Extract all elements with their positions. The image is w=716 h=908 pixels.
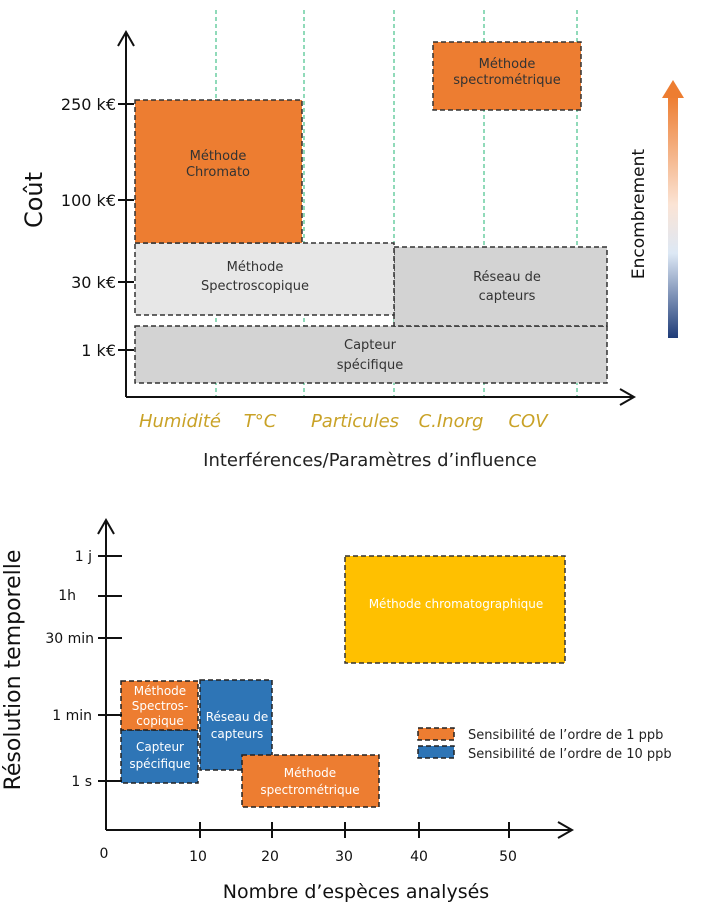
- bottom-xtick-label-10: 10: [189, 849, 207, 865]
- gradient-arrowhead: [662, 80, 684, 98]
- bottom-y-axis-label: Résolution temporelle: [1, 550, 26, 791]
- label-specifique-2: spécifique: [337, 358, 403, 373]
- top-xcat-particules: Particules: [311, 411, 399, 432]
- bottom-xtick-label-30: 30: [335, 849, 353, 865]
- box-reseau-capteurs: [393, 246, 608, 327]
- bottom-axes: [97, 517, 575, 839]
- label-spectrometrique-top-1: Méthode: [479, 57, 536, 72]
- box-methode-spectroscopique: [134, 242, 395, 316]
- bottom-x-arrow: [557, 821, 575, 839]
- box-methode-spectroscopique-bottom: [120, 680, 199, 731]
- top-ytick-30: 30 k€: [71, 273, 116, 292]
- label-reseau-bottom-1: Réseau de: [206, 710, 269, 724]
- legend-label-10ppb: Sensibilité de l’ordre de 10 ppb: [468, 747, 672, 762]
- label-reseau-bottom-2: capteurs: [211, 727, 263, 741]
- legend-swatch-10ppb: [417, 745, 455, 759]
- bottom-ytick-label-1j: 1 j: [75, 549, 92, 565]
- top-ytick-1: 1 k€: [81, 341, 116, 360]
- label-spectro-bottom-2: Spectros-: [132, 699, 189, 713]
- bottom-xtick-label-40: 40: [410, 849, 428, 865]
- label-spectrometrique-bottom-1: Méthode: [284, 766, 336, 780]
- bottom-y-arrow: [97, 517, 115, 535]
- gradient-label: Encombrement: [629, 149, 649, 279]
- legend-label-1ppb: Sensibilité de l’ordre de 1 ppb: [468, 728, 663, 743]
- label-reseau-1: Réseau de: [473, 270, 541, 285]
- label-spectroscopique-2: Spectroscopique: [201, 279, 309, 294]
- bottom-chart: Méthode chromatographique Méthode Spectr…: [1, 517, 672, 903]
- top-axes: [117, 29, 637, 406]
- bottom-ytick-label-30min: 30 min: [45, 631, 94, 647]
- label-spectrometrique-bottom-2: spectrométrique: [260, 783, 359, 797]
- top-xcat-cov: COV: [508, 411, 549, 432]
- encombrement-gradient: [662, 80, 684, 338]
- label-spectro-bottom-1: Méthode: [134, 684, 186, 698]
- top-ytick-250: 250 k€: [61, 95, 116, 114]
- top-y-arrow: [117, 29, 135, 47]
- top-y-axis-label: Coût: [20, 172, 48, 228]
- bottom-x-axis-label: Nombre d’espèces analysés: [223, 881, 489, 903]
- label-chromato-1: Méthode: [190, 149, 247, 164]
- bottom-xtick-label-20: 20: [261, 849, 279, 865]
- label-capteur-bottom-2: spécifique: [129, 757, 190, 771]
- top-x-axis-label: Interférences/Paramètres d’influence: [203, 450, 537, 471]
- label-reseau-2: capteurs: [479, 289, 536, 304]
- bottom-ytick-label-1min: 1 min: [52, 708, 92, 724]
- gradient-bar: [668, 96, 678, 338]
- box-capteur-specifique-bottom: [120, 729, 199, 784]
- bottom-ytick-label-1h: 1h: [58, 588, 76, 604]
- legend: Sensibilité de l’ordre de 1 ppb Sensibil…: [417, 727, 672, 762]
- bottom-xtick-label-50: 50: [499, 849, 517, 865]
- box-methode-chromatographique: [344, 555, 566, 664]
- bottom-ytick-label-1s: 1 s: [71, 774, 92, 790]
- label-spectrometrique-top-2: spectrométrique: [453, 73, 561, 88]
- top-xcat-cinorg: C.Inorg: [419, 411, 484, 432]
- label-chromatographique: Méthode chromatographique: [369, 597, 544, 611]
- box-capteur-specifique: [134, 325, 608, 384]
- label-spectroscopique-1: Méthode: [227, 260, 284, 275]
- top-xcat-tc: T°C: [244, 411, 277, 432]
- top-xcat-humidite: Humidité: [139, 411, 221, 432]
- box-methode-chromato: [134, 99, 303, 244]
- label-spectro-bottom-3: copique: [136, 714, 184, 728]
- top-ytick-100: 100 k€: [61, 191, 116, 210]
- top-x-arrow: [619, 388, 637, 406]
- legend-swatch-1ppb: [417, 727, 455, 741]
- box-methode-spectrometrique-bottom: [241, 754, 380, 808]
- label-chromato-2: Chromato: [186, 165, 250, 180]
- top-chart: Méthode Chromato Méthode spectrométrique…: [20, 10, 684, 471]
- box-methode-spectrometrique-top: [432, 41, 582, 111]
- bottom-xtick-label-0: 0: [100, 846, 109, 862]
- label-capteur-bottom-1: Capteur: [136, 740, 184, 754]
- label-specifique-1: Capteur: [344, 338, 397, 353]
